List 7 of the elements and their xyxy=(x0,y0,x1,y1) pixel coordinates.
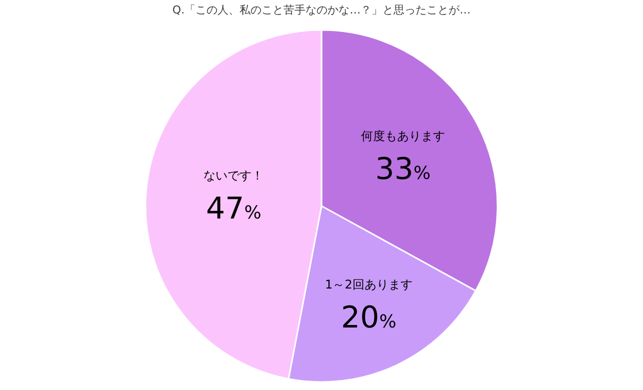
data-label: 20% xyxy=(341,300,396,336)
slice-label: 何度もあります xyxy=(360,128,445,143)
chart-title: Q.「この人、私のこと苦手なのかな…？」と思ったことが… xyxy=(172,4,471,17)
slice-label: 1～2回あります xyxy=(325,277,412,292)
data-label: 33% xyxy=(375,152,431,187)
slice-label: ないです！ xyxy=(204,168,264,183)
data-label: 47% xyxy=(206,192,262,227)
